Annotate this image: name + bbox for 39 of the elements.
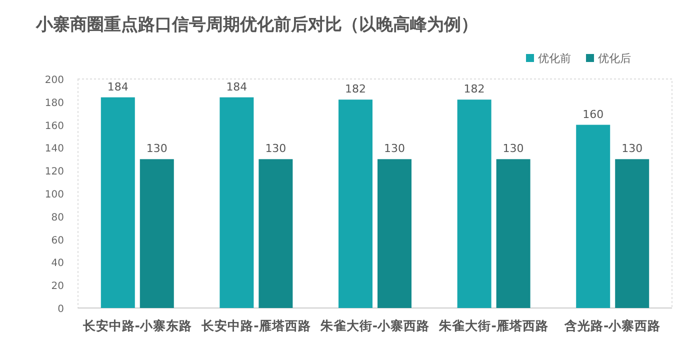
data-label: 182 [464,82,485,96]
bar [576,124,610,308]
bar [140,159,174,308]
data-label: 130 [146,142,168,156]
y-tick-label: 80 [51,212,64,224]
data-label: 130 [384,142,405,156]
y-tick-label: 160 [44,120,64,132]
bar [496,159,530,308]
bar [220,97,254,308]
x-tick-label: 长安中路-小寨东路 [82,318,192,333]
legend-label: 优化后 [598,52,631,65]
bar [338,100,372,308]
chart-title: 小寨商圈重点路口信号周期优化前后对比（以晚高峰为例） [35,15,478,35]
x-tick-label: 长安中路-雁塔西路 [200,318,311,333]
bar [457,100,492,308]
data-label: 130 [622,142,643,156]
data-label: 184 [226,80,248,94]
y-tick-label: 0 [58,304,64,315]
x-tick-label: 含光路-小寨西路 [564,318,661,333]
y-tick-label: 100 [44,190,64,200]
data-label: 160 [582,108,604,121]
data-label: 182 [345,82,366,96]
bar [378,159,412,308]
x-tick-label: 朱雀大街-小寨西路 [319,318,430,333]
y-tick-label: 120 [44,166,64,178]
x-tick-label: 朱雀大街-雁塔西路 [438,318,548,333]
bar [100,97,135,308]
bar [615,159,650,308]
y-tick-label: 180 [44,98,64,109]
y-tick-label: 200 [44,75,64,86]
bar [258,159,293,308]
y-tick-label: 40 [51,258,64,270]
y-tick-label: 60 [51,235,64,246]
data-label: 130 [265,142,286,156]
data-label: 130 [502,142,524,156]
data-label: 184 [107,80,128,94]
y-tick-label: 140 [44,144,64,155]
y-tick-label: 20 [51,281,64,292]
legend-label: 优化前 [538,52,571,65]
